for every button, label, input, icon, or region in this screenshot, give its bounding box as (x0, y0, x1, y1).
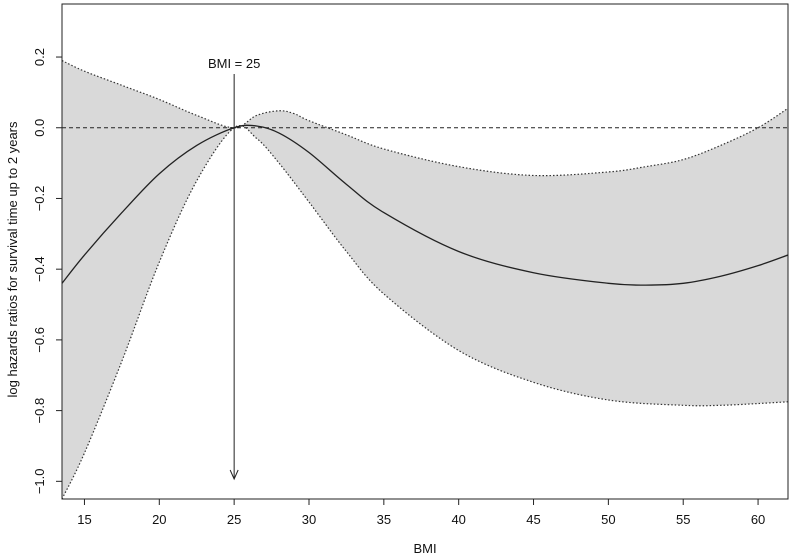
x-tick-label: 60 (751, 512, 765, 527)
annotation-bmi-25: BMI = 25 (208, 56, 260, 71)
x-axis-title: BMI (413, 541, 436, 556)
x-tick-label: 45 (526, 512, 540, 527)
estimate-line (62, 124, 788, 286)
y-tick-label: −0.6 (32, 327, 47, 353)
x-tick-label: 20 (152, 512, 166, 527)
x-tick-label: 35 (377, 512, 391, 527)
x-tick-label: 50 (601, 512, 615, 527)
x-tick-label: 30 (302, 512, 316, 527)
lower-ci-line (62, 124, 788, 499)
confidence-band (62, 60, 788, 499)
annotation-layer: BMI = 25 (208, 56, 260, 481)
x-tick-label: 15 (77, 512, 91, 527)
y-tick-label: −0.2 (32, 186, 47, 212)
x-tick-label: 40 (451, 512, 465, 527)
x-axis: 15 20 25 30 35 40 45 50 55 60 (77, 499, 765, 527)
y-tick-label: 0.2 (32, 48, 47, 66)
x-tick-label: 55 (676, 512, 690, 527)
plot-frame (61, 3, 789, 500)
y-tick-label: −0.4 (32, 256, 47, 282)
confidence-band-layer (62, 60, 788, 499)
y-axis: 0.2 0.0 −0.2 −0.4 −0.6 −0.8 −1.0 (32, 48, 62, 494)
y-tick-label: −0.8 (32, 398, 47, 424)
x-tick-label: 25 (227, 512, 241, 527)
y-axis-title: log hazards ratios for survival time up … (5, 121, 20, 398)
y-tick-label: 0.0 (32, 119, 47, 137)
y-tick-label: −1.0 (32, 468, 47, 494)
annotation-arrow-head (229, 469, 239, 481)
series-layer (62, 124, 788, 286)
